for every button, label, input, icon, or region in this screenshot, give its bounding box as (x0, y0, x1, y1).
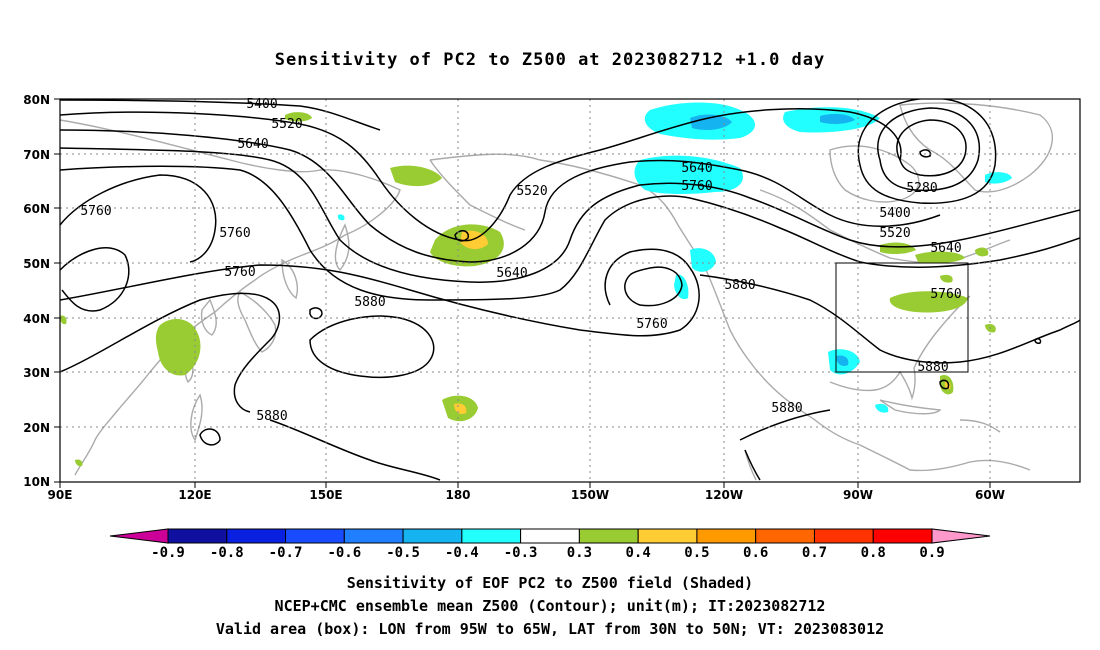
colorbar-label: 0.3 (567, 545, 592, 561)
valid-area-box (835, 262, 969, 373)
contour-label: 5640 (237, 137, 268, 152)
colorbar-label: 0.8 (861, 545, 886, 561)
colorbar-box (696, 528, 757, 544)
caption-line-1: Sensitivity of EOF PC2 to Z500 field (Sh… (346, 574, 754, 592)
contour-label: 5400 (246, 97, 277, 112)
caption-line-3: Valid area (box): LON from 95W to 65W, L… (215, 620, 885, 638)
shade-positive-bermuda-core (944, 381, 951, 390)
colorbar-box (872, 528, 933, 544)
colorbar-label: -0.4 (445, 545, 479, 561)
colorbar-label: -0.6 (327, 545, 361, 561)
lat-label: 30N (23, 366, 50, 380)
contour-label: 5520 (516, 184, 547, 199)
contour-label: 5400 (879, 206, 910, 221)
caption-line-2: NCEP+CMC ensemble mean Z500 (Contour); u… (274, 597, 826, 615)
contour-label: 5520 (879, 226, 910, 241)
colorbar-label: -0.7 (269, 545, 303, 561)
colorbar-label: -0.3 (504, 545, 538, 561)
figure-title: Sensitivity of PC2 to Z500 at 2023082712… (274, 50, 826, 70)
colorbar-label: -0.5 (386, 545, 420, 561)
lat-label: 80N (23, 93, 50, 107)
shade-negative-pacific-spot (337, 214, 345, 221)
shade-positive-great-lakes (889, 291, 968, 313)
colorbar-box (578, 528, 639, 544)
shade-positive-central-pacific-core (454, 403, 467, 414)
shade-positive-sc-sea (75, 459, 83, 467)
contour-label: 5760 (219, 226, 250, 241)
map-frame (59, 98, 1081, 483)
colorbar-label: 0.4 (626, 545, 651, 561)
shade-negative-pacnw (690, 248, 716, 272)
lat-labels: 80N 70N 60N 50N 40N 30N 20N 10N (23, 93, 50, 489)
lon-label: 90W (843, 488, 873, 502)
contour-label: 5640 (496, 266, 527, 281)
lat-label: 40N (23, 312, 50, 326)
colorbar-label: 0.5 (684, 545, 709, 561)
contour-label: 5760 (80, 204, 111, 219)
colorbar-box (343, 528, 404, 544)
colorbar-label: 0.9 (919, 545, 944, 561)
axis-ticks (54, 98, 991, 488)
colorbar-box (461, 528, 522, 544)
colorbar-box (402, 528, 463, 544)
lat-label: 50N (23, 257, 50, 271)
shade-positive-labrador (915, 251, 965, 264)
contour-label: 5880 (256, 409, 287, 424)
colorbar-box (285, 528, 345, 544)
shade-positive-arctic (285, 112, 312, 122)
colorbar-box (167, 528, 228, 544)
lon-labels: 90E 120E 150E 180 150W 120W 90W 60W (48, 488, 1005, 502)
lat-label: 20N (23, 421, 50, 435)
contour-label: 5880 (917, 360, 948, 375)
colorbar-box (637, 528, 698, 544)
contour-label: 5760 (224, 265, 255, 280)
lon-label: 60W (975, 488, 1005, 502)
contour-label: 5880 (354, 295, 385, 310)
lon-label: 120E (178, 488, 211, 502)
lat-label: 10N (23, 475, 50, 489)
colorbar-box (755, 528, 815, 544)
shade-negative-texas-core (836, 355, 849, 366)
sensitivity-shading (60, 102, 1012, 467)
colorbar-box (520, 528, 580, 544)
lon-label: 150W (571, 488, 609, 502)
contour-label: 5880 (724, 278, 755, 293)
shade-positive-canada (880, 242, 916, 255)
shade-positive-bering (390, 165, 442, 187)
colorbar-label: -0.8 (210, 545, 244, 561)
contour-label: 5520 (271, 117, 302, 132)
contour-label: 5880 (771, 401, 802, 416)
shade-negative-arctic-alaska-core (690, 114, 732, 130)
contour-label: 5760 (930, 287, 961, 302)
shade-positive-quebec (940, 274, 953, 283)
colorbar: -0.9 -0.8 -0.7 -0.6 -0.5 -0.4 -0.3 0.3 0.4 0.5 0.6… (109, 528, 991, 561)
colorbar-low-triangle (109, 528, 169, 544)
colorbar-box (226, 528, 287, 544)
contour-label: 5760 (636, 317, 667, 332)
contour-label: 5640 (930, 241, 961, 256)
map-gridlines (60, 99, 1080, 482)
lat-label: 70N (23, 148, 50, 162)
shade-negative-beaufort-core (820, 113, 855, 125)
shade-negative-caribbean (875, 403, 889, 413)
contour-labels: 5400 5520 5640 5520 5760 5760 5760 5640 … (80, 97, 961, 424)
contour-label: 5280 (906, 181, 937, 196)
z500-contours (60, 99, 1080, 481)
lat-label: 60N (23, 202, 50, 216)
map-plot-area (60, 99, 1080, 482)
colorbar-box (813, 528, 874, 544)
lon-label: 180 (445, 488, 470, 502)
shade-positive-nova-scotia (975, 247, 989, 257)
colorbar-label: -0.9 (151, 545, 185, 561)
lon-label: 150E (309, 488, 342, 502)
lon-label: 90E (48, 488, 73, 502)
colorbar-high-triangle (931, 528, 991, 544)
contour-label: 5760 (681, 179, 712, 194)
contour-label: 5640 (681, 161, 712, 176)
shade-positive-east-china (155, 318, 201, 376)
colorbar-label: 0.7 (802, 545, 827, 561)
lon-label: 120W (705, 488, 743, 502)
colorbar-label: 0.6 (743, 545, 768, 561)
